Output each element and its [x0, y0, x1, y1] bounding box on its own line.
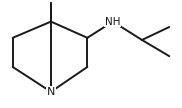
Text: N: N [47, 87, 55, 97]
Text: NH: NH [105, 17, 121, 27]
